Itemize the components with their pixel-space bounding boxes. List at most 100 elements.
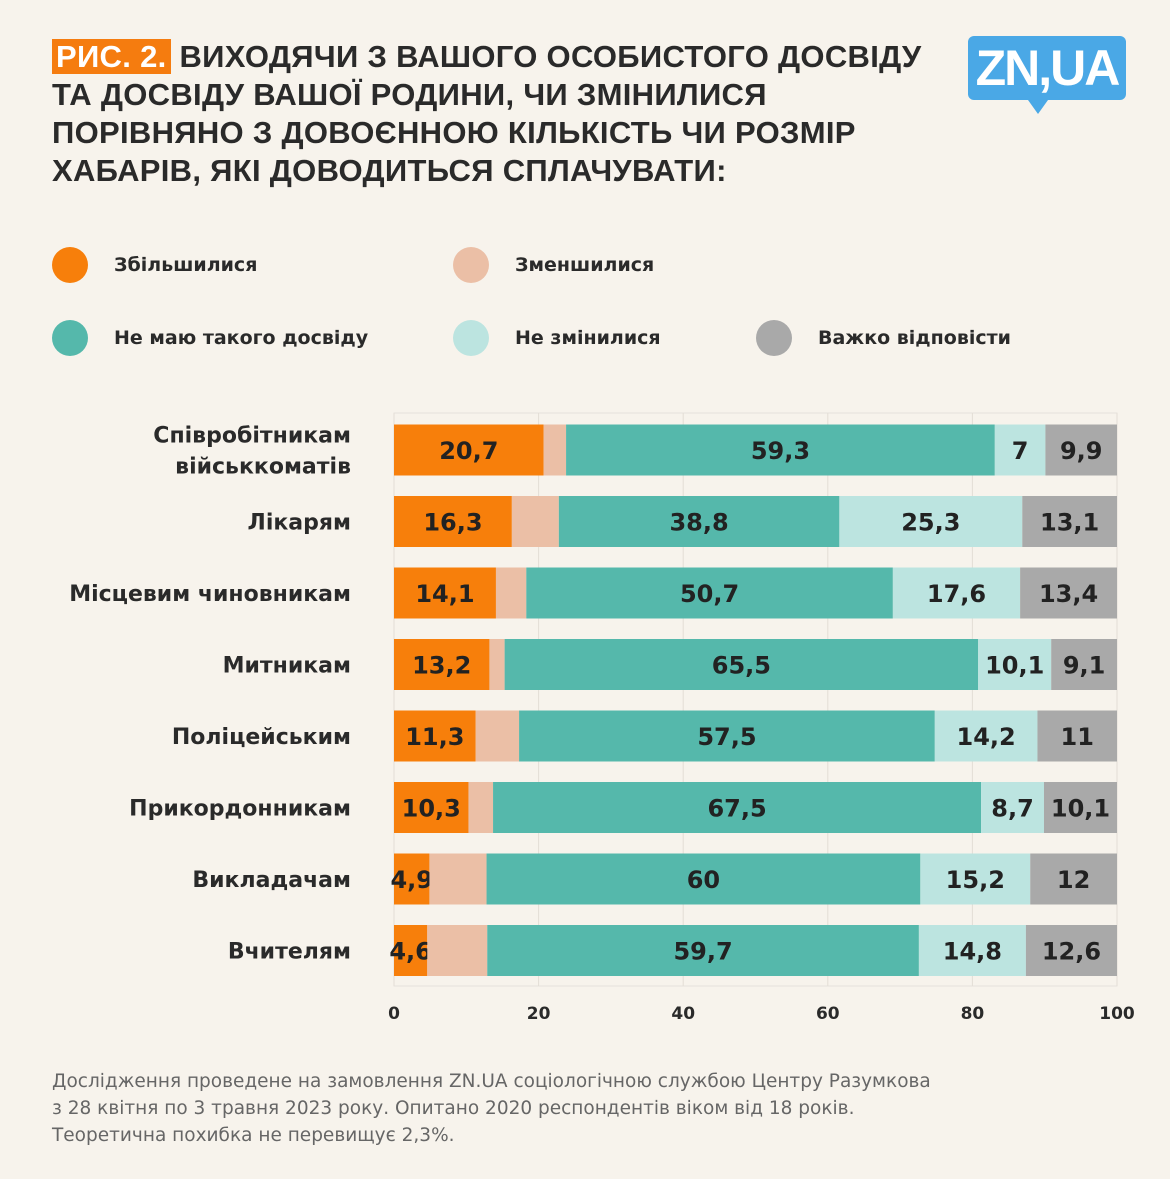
bar-segment: [468, 782, 494, 833]
bar-segment: [504, 639, 979, 690]
data-label: 10,1: [1051, 795, 1110, 823]
legend-swatch: [756, 320, 792, 356]
data-label: 13,2: [412, 652, 471, 680]
data-label: 15,2: [946, 866, 1005, 894]
data-label: 14,2: [957, 723, 1016, 751]
chart-title: РИС. 2. ВИХОДЯЧИ З ВАШОГО ОСОБИСТОГО ДОС…: [52, 38, 952, 190]
bar-segment: [394, 496, 512, 547]
x-tick-label: 0: [388, 1004, 400, 1024]
category-label: Викладачам: [192, 868, 351, 893]
x-tick-label: 40: [671, 1004, 695, 1024]
bar-segment: [934, 710, 1038, 762]
bar-segment: [566, 424, 995, 476]
data-label: 65,5: [712, 652, 771, 680]
title-text: ВИХОДЯЧИ З ВАШОГО ОСОБИСТОГО ДОСВІДУ ТА …: [52, 39, 922, 188]
footer-line: Теоретична похибка не перевищує 2,3%.: [52, 1125, 455, 1146]
data-label: 11,3: [405, 723, 464, 751]
bar-segment: [1043, 782, 1117, 833]
data-label: 9,1: [1063, 652, 1106, 680]
bar-segment: [486, 853, 921, 905]
bar-segment: [918, 925, 1026, 976]
data-label: 57,5: [697, 723, 756, 751]
bar-segment: [394, 567, 496, 619]
data-label: 20,7: [439, 437, 498, 465]
category-label: військкоматів: [175, 455, 351, 480]
legend-swatch: [453, 320, 489, 356]
legend-swatch: [453, 247, 489, 283]
footer-line: з 28 квітня по 3 травня 2023 року. Опита…: [52, 1098, 855, 1119]
data-label: 38,8: [669, 509, 728, 537]
bar-segment: [839, 496, 1023, 547]
data-label: 13,1: [1040, 509, 1099, 537]
bar-segment: [1030, 853, 1117, 905]
category-label: Місцевим чиновникам: [69, 582, 351, 607]
category-label: Вчителям: [228, 940, 351, 965]
bar-segment: [1020, 567, 1117, 619]
legend-label: Не змінилися: [515, 327, 661, 349]
footer-note: Дослідження проведене на замовлення ZN.U…: [52, 1068, 931, 1149]
data-label: 59,3: [751, 437, 810, 465]
category-label: Поліцейським: [172, 725, 351, 750]
data-label: 14,8: [943, 938, 1002, 966]
data-label: 10,1: [985, 652, 1044, 680]
bar-segment: [978, 639, 1052, 690]
footer-line: Дослідження проведене на замовлення ZN.U…: [52, 1071, 931, 1092]
bar-segment: [1051, 639, 1117, 690]
data-label: 9,9: [1060, 437, 1103, 465]
legend-item: Важко відповісти: [756, 320, 1011, 356]
legend-item: Збільшилися: [52, 247, 257, 283]
bar-segment: [892, 567, 1021, 619]
bar-segment: [1045, 424, 1117, 476]
bar-segment: [394, 853, 430, 905]
bar-segment: [493, 782, 982, 833]
bar-segment: [394, 925, 428, 976]
data-label: 25,3: [901, 509, 960, 537]
data-label: 12: [1057, 866, 1090, 894]
data-label: 60: [687, 866, 720, 894]
data-label: 13,4: [1039, 580, 1098, 608]
bar-segment: [394, 639, 490, 690]
data-label: 4,9: [390, 866, 433, 894]
bar-segment: [519, 710, 935, 762]
data-label: 50,7: [680, 580, 739, 608]
x-tick-label: 100: [1099, 1004, 1135, 1024]
data-label: 8,7: [991, 795, 1034, 823]
legend-swatch: [52, 247, 88, 283]
legend-label: Не маю такого досвіду: [114, 327, 369, 349]
x-tick-label: 60: [816, 1004, 840, 1024]
bar-segment: [1022, 496, 1117, 547]
data-label: 11: [1061, 723, 1094, 751]
category-label: Лікарям: [248, 511, 351, 536]
bar-segment: [495, 567, 527, 619]
bar-segment: [394, 424, 544, 476]
legend-label: Важко відповісти: [818, 327, 1011, 349]
x-tick-label: 20: [527, 1004, 551, 1024]
data-label: 7: [1012, 437, 1029, 465]
bar-segment: [475, 710, 520, 762]
zn-ua-logo: ZN,UA: [968, 36, 1126, 114]
bar-segment: [427, 925, 488, 976]
data-label: 4,6: [389, 938, 432, 966]
data-label: 17,6: [927, 580, 986, 608]
bar-segment: [981, 782, 1044, 833]
bar-segment: [920, 853, 1031, 905]
category-label: Співробітникам: [153, 424, 351, 449]
legend-label: Збільшилися: [114, 254, 258, 276]
data-label: 14,1: [415, 580, 474, 608]
legend-label: Зменшилися: [515, 254, 655, 276]
data-label: 16,3: [423, 509, 482, 537]
figure-label: РИС. 2.: [52, 39, 171, 74]
data-label: 10,3: [402, 795, 461, 823]
legend-item: Не змінилися: [453, 320, 661, 356]
category-label: Прикордонникам: [129, 797, 351, 822]
bar-segment: [394, 782, 469, 833]
data-label: 67,5: [707, 795, 766, 823]
bar-segment: [543, 424, 567, 476]
legend-swatch: [52, 320, 88, 356]
data-label: 12,6: [1042, 938, 1101, 966]
bar-segment: [994, 424, 1046, 476]
bar-segment: [1037, 710, 1117, 762]
bar-segment: [394, 710, 476, 762]
stacked-bar-chart: 0 20 40 60 80 100 Співробітникам військкоматів 2…: [69, 412, 1135, 1024]
bar-segment: [558, 496, 840, 547]
